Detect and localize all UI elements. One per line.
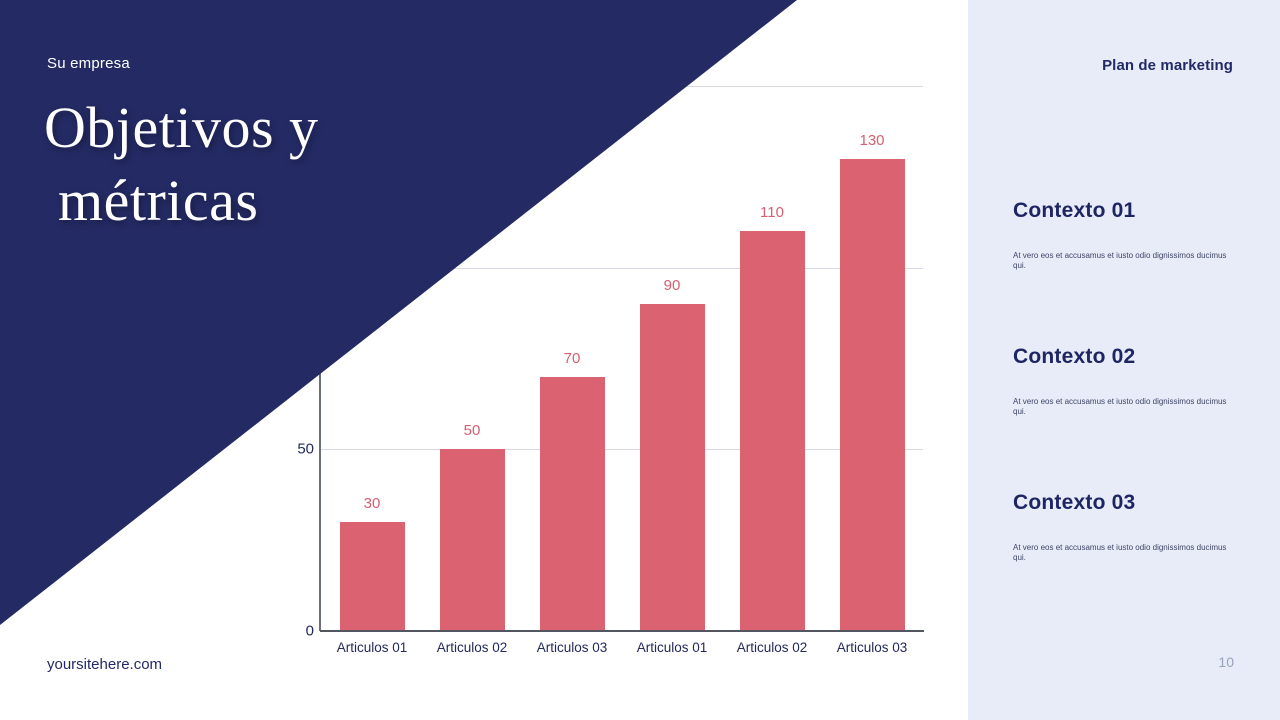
bar-value-label: 110: [760, 204, 784, 222]
slide-title-line1: Objetivos y: [44, 95, 319, 160]
page-number: 10: [1218, 654, 1234, 670]
context-heading: Contexto 03: [1013, 491, 1136, 514]
context-section-3: Contexto 03 At vero eos et accusamus et …: [1013, 491, 1240, 564]
x-axis-category-label: Articulos 02: [436, 640, 508, 655]
bar-value-label: 30: [363, 495, 381, 512]
bar: [739, 231, 805, 630]
context-body: At vero eos et accusamus et iusto odio d…: [1013, 251, 1227, 271]
bar: [439, 449, 505, 630]
bar-value-label: 50: [463, 422, 481, 440]
bar: [539, 376, 605, 630]
bar: [839, 158, 905, 630]
context-section-2: Contexto 02 At vero eos et accusamus et …: [1013, 345, 1240, 418]
chart-gridline: [320, 267, 923, 269]
sidebar: Plan de marketing Contexto 01 At vero eo…: [968, 0, 1280, 720]
sidebar-header: Plan de marketing: [1102, 57, 1233, 74]
bar: [339, 522, 405, 630]
context-heading: Contexto 01: [1013, 199, 1136, 222]
company-label: Su empresa: [47, 55, 130, 72]
context-section-1: Contexto 01 At vero eos et accusamus et …: [1013, 199, 1240, 272]
x-axis-category-label: Articulos 03: [836, 640, 908, 655]
x-axis-category-label: Articulos 02: [736, 640, 808, 655]
y-axis-line: [319, 86, 321, 631]
context-body: At vero eos et accusamus et iusto odio d…: [1013, 397, 1227, 417]
website-url: yoursitehere.com: [47, 656, 163, 673]
x-axis-category-label: Articulos 03: [536, 640, 608, 655]
context-heading: Contexto 02: [1013, 345, 1136, 368]
y-axis-tick-label: 50: [297, 440, 314, 458]
bar-value-label: 130: [859, 131, 885, 149]
x-axis-line: [320, 630, 924, 632]
slide-title-line2: métricas: [58, 167, 259, 233]
chart-gridline: [320, 86, 923, 87]
x-axis-category-label: Articulos 01: [336, 640, 408, 655]
bar-value-label: 70: [563, 349, 581, 367]
bar: [639, 304, 705, 630]
y-axis-tick-label: 0: [305, 622, 314, 640]
context-body: At vero eos et accusamus et iusto odio d…: [1013, 543, 1227, 563]
x-axis-category-label: Articulos 01: [636, 640, 708, 655]
bar-value-label: 90: [663, 277, 681, 294]
slide-title: Objetivos y métricas: [44, 92, 319, 237]
chart-gridline: [320, 449, 923, 451]
